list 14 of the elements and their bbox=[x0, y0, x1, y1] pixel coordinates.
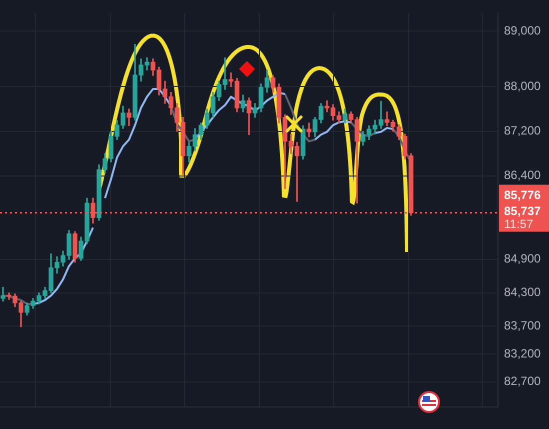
text: 85,776 bbox=[504, 188, 542, 202]
candlestick bbox=[306, 122, 312, 138]
y-tick-label: 88,000 bbox=[504, 79, 542, 94]
text: 11:57 bbox=[504, 217, 534, 232]
ref-line-label: 85,737 bbox=[504, 204, 542, 218]
y-tick-label: 83,700 bbox=[504, 318, 542, 333]
y-tick-label: 87,200 bbox=[504, 124, 542, 138]
candlestick bbox=[0, 286, 6, 302]
y-tick-label: 84,900 bbox=[504, 252, 542, 266]
y-tick-label: 89,000 bbox=[504, 23, 542, 38]
y-tick-label: 84,300 bbox=[504, 285, 542, 300]
y-tick-label: 83,200 bbox=[504, 346, 542, 360]
y-tick-label: 86,400 bbox=[504, 168, 542, 182]
y-tick-label: 82,700 bbox=[504, 374, 542, 388]
